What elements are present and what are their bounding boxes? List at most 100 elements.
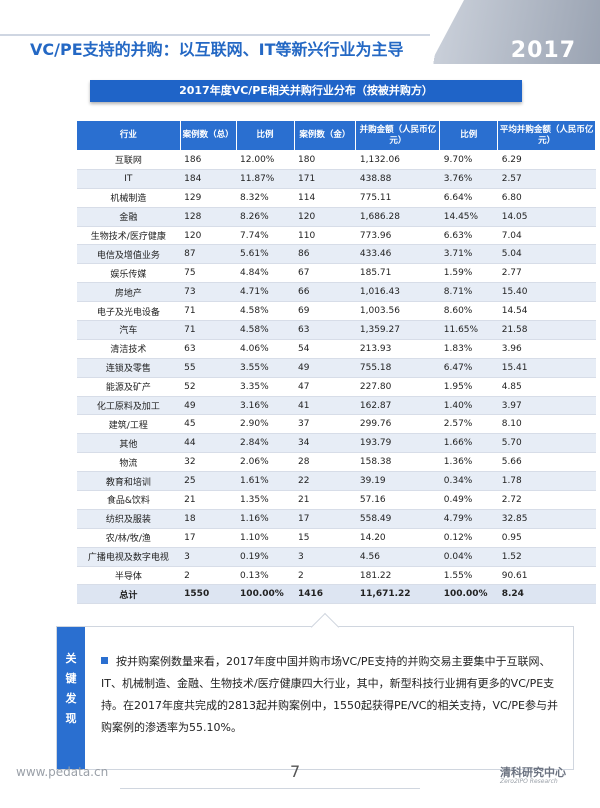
table-cell: 0.04% [439,547,498,567]
table-cell: 6.80 [497,188,596,208]
table-cell: 15.41 [497,358,596,378]
table-cell: 7.04 [497,226,596,246]
table-cell: 17 [180,528,237,548]
table-cell: 49 [180,396,237,416]
table-cell: 8.32% [236,188,294,208]
key-finding-label-char: 关 [65,652,77,665]
industry-distribution-table: 行业 案例数（总） 比例 案例数（金） 并购金额（人民币亿元） 比例 平均并购金额（人民币亿… [76,120,596,605]
table-cell: 4.79% [439,509,498,529]
page-header: VC/PE支持的并购：以互联网、IT等新兴行业为主导 2017 [0,0,600,64]
table-cell: 75 [180,263,237,284]
table-cell: 娱乐传媒 [76,263,181,284]
table-cell: 128 [180,207,237,227]
table-cell: 其他 [76,433,181,454]
table-cell: 4.06% [236,339,294,359]
table-cell: 互联网 [76,150,181,170]
table-cell: 3.97 [497,396,596,416]
table-cell: 180 [294,150,356,170]
table-cell: 47 [294,377,356,397]
table-cell: 1.40% [439,396,498,416]
footer-divider [120,788,420,789]
table-cell: 1.59% [439,263,498,284]
table-cell: 32 [180,452,237,473]
key-finding-label-char: 现 [65,712,77,725]
table-cell: 8.26% [236,207,294,227]
table-cell: 49 [294,358,356,378]
table-cell: 5.66 [497,452,596,473]
column-header: 并购金额（人民币亿元） [355,120,441,151]
table-cell: 11.65% [439,320,498,340]
table-cell: 158.38 [355,452,440,473]
table-row: 娱乐传媒 75 4.84% 67 185.71 1.59% 2.77 [76,263,596,284]
table-row: 建筑/工程 45 2.90% 37 299.76 2.57% 8.10 [76,414,596,435]
table-cell: 纺织及服装 [76,509,181,529]
table-cell: 1,686.28 [355,207,440,227]
table-row: 电子及光电设备 71 4.58% 69 1,003.56 8.60% 14.54 [76,301,596,322]
table-cell: 总计 [76,584,181,605]
table-cell: 120 [294,207,356,227]
table-cell: 6.64% [439,188,498,208]
table-cell: 14.20 [355,528,440,548]
table-cell: 162.87 [355,396,440,416]
table-cell: 2.57% [439,414,498,435]
table-cell: 57.16 [355,490,440,510]
table-cell: 教育和培训 [76,471,181,492]
column-header: 案例数（金） [293,120,357,151]
table-cell: 14.45% [439,207,498,227]
year-label: 2017 [510,38,576,63]
table-cell: 8.10 [497,414,596,435]
table-cell: 17 [294,509,356,529]
table-cell: 8.24 [497,584,596,605]
table-cell: 食品&饮料 [76,490,181,510]
table-cell: 71 [180,301,237,322]
table-cell: 2.84% [236,433,294,454]
table-row: 食品&饮料 21 1.35% 21 57.16 0.49% 2.72 [76,490,596,510]
table-cell: 73 [180,282,237,303]
table-cell: 186 [180,150,237,170]
table-cell: 1,359.27 [355,320,440,340]
page-number: 7 [290,762,301,781]
table-cell: 0.34% [439,471,498,492]
table-cell: 775.11 [355,188,440,208]
table-cell: 21 [180,490,237,510]
table-cell: 4.56 [355,547,440,567]
table-cell: 能源及矿产 [76,377,181,397]
table-cell: 4.85 [497,377,596,397]
table-cell: 2.90% [236,414,294,435]
table-cell: 63 [180,339,237,359]
table-cell: 87 [180,244,237,265]
table-cell: 0.19% [236,547,294,567]
column-header: 案例数（总） [179,120,237,151]
key-finding-label-char: 发 [65,692,77,705]
table-cell: 21.58 [497,320,596,340]
table-row: 房地产 73 4.71% 66 1,016.43 8.71% 15.40 [76,282,596,303]
table-row: 互联网 186 12.00% 180 1,132.06 9.70% 6.29 [76,150,596,170]
table-cell: 558.49 [355,509,440,529]
table-cell: 100.00% [439,584,498,605]
table-cell: 37 [294,414,356,435]
table-row: 生物技术/医疗健康 120 7.74% 110 773.96 6.63% 7.04 [76,226,596,246]
column-header: 行业 [76,120,181,151]
key-finding-label-char: 键 [65,672,77,685]
table-cell: 438.88 [355,169,440,189]
table-cell: 4.58% [236,301,294,322]
table-row: 其他 44 2.84% 34 193.79 1.66% 5.70 [76,433,596,454]
footer-brand-logo: 清科研究中心 [500,766,566,779]
table-cell: 6.63% [439,226,498,246]
table-cell: 55 [180,358,237,378]
table-cell: 4.71% [236,282,294,303]
table-row: 能源及矿产 52 3.35% 47 227.80 1.95% 4.85 [76,377,596,397]
finding-paragraph: 按并购案例数量来看，2017年度中国并购市场VC/PE支持的并购交易主要集中于互… [101,655,558,734]
table-cell: 12.00% [236,150,294,170]
footer-url[interactable]: www.pedata.cn [16,765,109,779]
table-row: 机械制造 129 8.32% 114 775.11 6.64% 6.80 [76,188,596,208]
table-cell: 14.05 [497,207,596,227]
table-cell: 90.61 [497,566,596,586]
table-cell: 汽车 [76,320,181,340]
column-header: 平均并购金额（人民币亿元） [497,120,596,151]
table-cell: 32.85 [497,509,596,529]
table-cell: 0.12% [439,528,498,548]
table-cell: 34 [294,433,356,454]
table-cell: 1,003.56 [355,301,440,322]
table-cell: 184 [180,169,237,189]
